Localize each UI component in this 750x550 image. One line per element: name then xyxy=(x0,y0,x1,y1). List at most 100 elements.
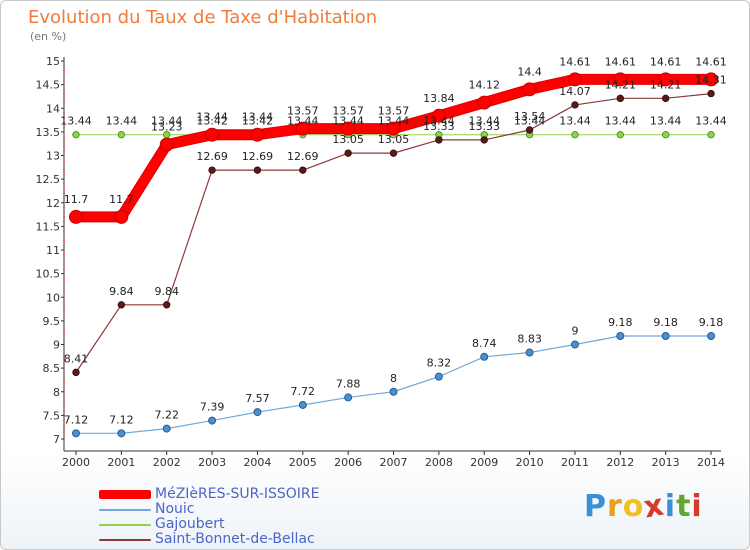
y-minor-tick xyxy=(63,140,65,142)
y-minor-tick xyxy=(63,164,65,166)
data-label: 11.7 xyxy=(109,193,134,206)
data-label: 14.31 xyxy=(695,74,727,87)
data-point xyxy=(72,368,80,377)
data-point xyxy=(613,72,628,87)
data-point xyxy=(208,416,217,425)
y-tick-label: 11.5 xyxy=(36,220,61,233)
data-label: 14.61 xyxy=(695,55,727,68)
data-label: 9.84 xyxy=(154,285,179,298)
data-point xyxy=(250,127,265,142)
y-minor-tick xyxy=(63,69,65,71)
y-minor-tick xyxy=(63,292,65,294)
chart-title: Evolution du Taux de Taxe d'Habitation xyxy=(28,7,378,28)
data-point xyxy=(661,94,670,103)
data-point xyxy=(389,149,398,157)
y-minor-tick xyxy=(63,206,65,208)
y-tick-label: 9.5 xyxy=(43,315,61,328)
y-minor-tick xyxy=(63,395,65,397)
y-minor-tick xyxy=(63,381,65,383)
y-minor-tick xyxy=(63,93,65,95)
y-minor-tick xyxy=(63,103,65,105)
data-label: 7.12 xyxy=(64,413,89,426)
x-tick-label: 2000 xyxy=(62,456,90,469)
data-point xyxy=(205,127,220,142)
data-label: 14.61 xyxy=(605,55,637,68)
legend-label: Saint-Bonnet-de-Bellac xyxy=(155,531,315,547)
y-tick-label: 7 xyxy=(53,433,60,446)
x-tick-label: 2002 xyxy=(153,456,181,469)
data-label: 14.61 xyxy=(559,55,591,68)
data-label: 13.44 xyxy=(514,115,546,128)
y-minor-tick xyxy=(63,268,65,270)
x-tick-label: 2007 xyxy=(380,456,408,469)
data-label: 8.41 xyxy=(64,352,89,365)
logo-letter: i xyxy=(691,489,703,524)
y-minor-tick xyxy=(63,254,65,256)
y-minor-tick xyxy=(63,325,65,327)
y-tick-label: 13.5 xyxy=(36,126,61,139)
data-label: 13.05 xyxy=(378,133,410,146)
y-minor-tick xyxy=(63,159,65,161)
y-minor-tick xyxy=(63,183,65,185)
data-point xyxy=(344,393,353,402)
legend-swatch xyxy=(99,490,151,499)
data-point xyxy=(295,121,310,136)
data-label: 14.12 xyxy=(468,79,500,92)
data-label: 13.44 xyxy=(196,111,228,124)
x-tick-label: 2014 xyxy=(697,456,725,469)
chart-subtitle: (en %) xyxy=(30,30,67,43)
data-label: 14.61 xyxy=(650,55,682,68)
y-minor-tick xyxy=(63,211,65,213)
data-label: 7.88 xyxy=(336,377,361,390)
y-minor-tick xyxy=(63,377,65,379)
y-tick-label: 8 xyxy=(53,386,60,399)
data-point xyxy=(522,82,537,97)
y-minor-tick xyxy=(63,188,65,190)
y-tick-label: 12.5 xyxy=(36,173,61,186)
data-point xyxy=(344,149,352,157)
y-minor-tick xyxy=(63,79,65,81)
data-point xyxy=(477,95,492,110)
logo-letter: i xyxy=(664,489,677,524)
data-point xyxy=(117,429,126,438)
data-point xyxy=(117,301,126,309)
data-label: 12.69 xyxy=(287,150,319,163)
data-label: 8.32 xyxy=(427,357,452,370)
y-tick-label: 9 xyxy=(53,339,60,352)
data-label: 11.7 xyxy=(64,193,89,206)
y-minor-tick xyxy=(63,358,65,360)
brand-logo: Proxiti xyxy=(584,487,703,525)
data-label: 13.44 xyxy=(650,115,682,128)
x-tick-label: 2010 xyxy=(516,456,544,469)
data-point xyxy=(616,94,625,103)
data-label: 9 xyxy=(571,325,578,338)
x-tick-label: 2008 xyxy=(425,456,453,469)
y-minor-tick xyxy=(63,136,65,138)
data-point xyxy=(117,131,126,139)
y-tick-label: 10.5 xyxy=(36,268,61,281)
data-point xyxy=(435,136,443,144)
y-minor-tick xyxy=(63,173,65,175)
y-minor-tick xyxy=(63,386,65,388)
data-label: 13.44 xyxy=(605,115,637,128)
data-label: 7.12 xyxy=(109,413,134,426)
legend-swatch xyxy=(99,508,151,511)
y-minor-tick xyxy=(63,419,65,421)
legend-label: Nouic xyxy=(155,501,195,517)
data-label: 13.33 xyxy=(423,120,455,133)
y-minor-tick xyxy=(63,150,65,152)
data-point xyxy=(661,131,670,139)
data-point xyxy=(163,301,171,309)
data-label: 13.23 xyxy=(151,121,183,134)
y-minor-tick xyxy=(63,112,65,114)
y-minor-tick xyxy=(63,258,65,260)
data-point xyxy=(159,137,174,152)
y-tick-label: 12 xyxy=(46,197,60,210)
y-minor-tick xyxy=(63,98,65,100)
data-label: 13.44 xyxy=(423,115,455,128)
data-label: 8 xyxy=(390,372,397,385)
data-label: 14.07 xyxy=(559,85,591,98)
data-label: 13.44 xyxy=(378,115,410,128)
